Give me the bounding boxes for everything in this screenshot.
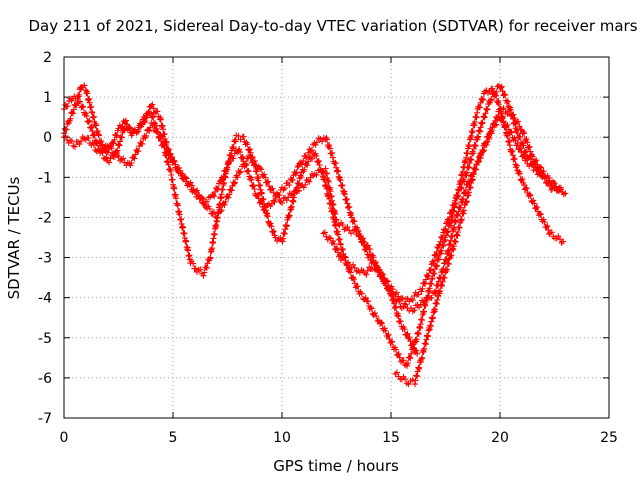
y-tick-label: 2 bbox=[43, 50, 52, 66]
y-tick-label: -3 bbox=[38, 251, 52, 267]
y-tick-label: -5 bbox=[38, 331, 52, 347]
x-tick-label: 10 bbox=[273, 430, 291, 446]
series-track-d bbox=[320, 229, 421, 357]
series-markers bbox=[320, 229, 421, 357]
x-tick-label: 25 bbox=[600, 430, 618, 446]
grid bbox=[64, 57, 609, 418]
x-tick-label: 5 bbox=[169, 430, 178, 446]
series-track-e bbox=[392, 113, 564, 388]
x-tick-label: 15 bbox=[382, 430, 400, 446]
series-track-c bbox=[61, 105, 569, 315]
x-axis-label: GPS time / hours bbox=[273, 457, 399, 475]
data-points bbox=[61, 82, 569, 388]
series-track-b bbox=[61, 82, 564, 307]
chart-title: Day 211 of 2021, Sidereal Day-to-day VTE… bbox=[28, 17, 637, 35]
y-tick-label: -2 bbox=[38, 210, 52, 226]
series-markers bbox=[392, 113, 564, 388]
y-tick-label: -7 bbox=[38, 411, 52, 427]
y-tick-label: 0 bbox=[43, 130, 52, 146]
series-markers bbox=[61, 105, 569, 315]
x-tick-label: 20 bbox=[491, 430, 509, 446]
plot-frame bbox=[63, 56, 610, 419]
series-markers bbox=[61, 82, 564, 307]
x-tick-label: 0 bbox=[60, 430, 69, 446]
y-tick-label: -1 bbox=[38, 170, 52, 186]
y-axis-label: SDTVAR / TECUs bbox=[5, 176, 23, 299]
y-tick-label: 1 bbox=[43, 90, 52, 106]
y-tick-label: -6 bbox=[38, 371, 52, 387]
axis-ticks: 0 5 10 15 20 25 -7 -6 -5 -4 -3 -2 -1 0 1 2 bbox=[38, 50, 618, 446]
y-tick-label: -4 bbox=[38, 291, 52, 307]
